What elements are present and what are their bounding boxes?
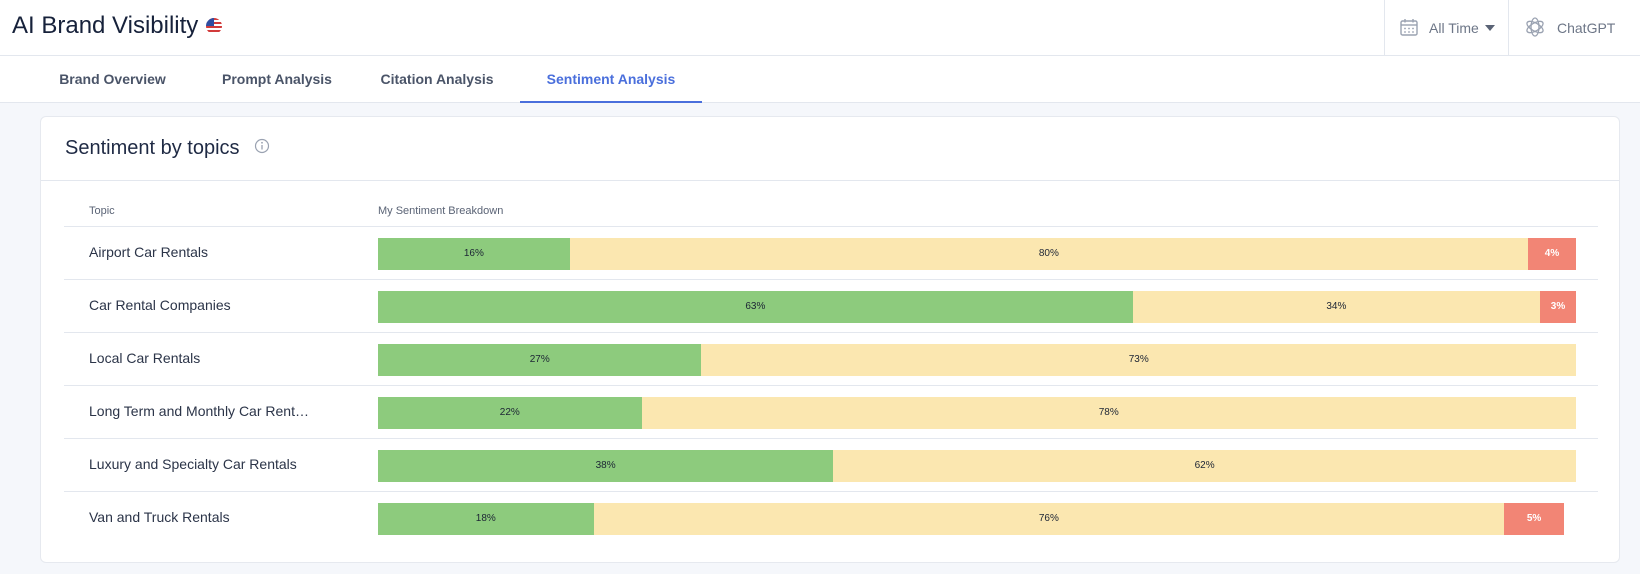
tab-bar: Brand Overview Prompt Analysis Citation … bbox=[0, 56, 1640, 103]
table-row[interactable]: Long Term and Monthly Car Rent… 22% 78% bbox=[64, 386, 1598, 439]
table-body: Airport Car Rentals 16% 80% 4% Car Rental Co… bbox=[64, 227, 1598, 545]
topic-label: Local Car Rentals bbox=[89, 350, 201, 366]
tab-citation-analysis[interactable]: Citation Analysis bbox=[380, 71, 494, 87]
us-flag-icon bbox=[206, 18, 223, 34]
sentiment-neutral-segment: 73% bbox=[701, 344, 1576, 376]
card-header: Sentiment by topics bbox=[41, 117, 1619, 181]
info-icon[interactable] bbox=[254, 138, 270, 159]
date-filter-dropdown[interactable]: All Time bbox=[1384, 0, 1508, 56]
card-title: Sentiment by topics bbox=[65, 137, 240, 159]
sentiment-positive-segment: 38% bbox=[378, 450, 834, 482]
app-title-text: AI Brand Visibility bbox=[12, 12, 199, 39]
table-row[interactable]: Van and Truck Rentals 18% 76% 5% bbox=[64, 492, 1598, 545]
topic-label: Car Rental Companies bbox=[89, 297, 231, 313]
top-bar: AI Brand Visibility All Time bbox=[0, 0, 1640, 56]
table-row[interactable]: Local Car Rentals 27% 73% bbox=[64, 333, 1598, 386]
sentiment-negative-segment: 3% bbox=[1540, 291, 1576, 323]
sentiment-positive-segment: 27% bbox=[378, 344, 702, 376]
tab-prompt-analysis[interactable]: Prompt Analysis bbox=[222, 71, 332, 87]
sentiment-neutral-segment: 76% bbox=[593, 503, 1505, 535]
table-row[interactable]: Car Rental Companies 63% 34% 3% bbox=[64, 280, 1598, 333]
topic-label: Luxury and Specialty Car Rentals bbox=[89, 456, 297, 472]
tab-brand-overview[interactable]: Brand Overview bbox=[59, 71, 166, 87]
calendar-icon bbox=[1399, 17, 1419, 40]
column-header-topic: Topic bbox=[89, 205, 115, 217]
sentiment-card: Sentiment by topics Topic My Sentiment B… bbox=[40, 116, 1620, 563]
table-header: Topic My Sentiment Breakdown bbox=[64, 197, 1598, 227]
ai-engine-label: ChatGPT bbox=[1557, 20, 1616, 36]
table-row[interactable]: Airport Car Rentals 16% 80% 4% bbox=[64, 227, 1598, 280]
sentiment-negative-segment: 5% bbox=[1504, 503, 1564, 535]
chevron-down-icon bbox=[1484, 25, 1495, 31]
sentiment-negative-segment: 4% bbox=[1528, 238, 1576, 270]
sentiment-positive-segment: 16% bbox=[378, 238, 570, 270]
app-title: AI Brand Visibility bbox=[12, 12, 223, 40]
sentiment-neutral-segment: 78% bbox=[641, 397, 1576, 429]
sentiment-bar: 27% 73% bbox=[378, 344, 1576, 376]
sentiment-positive-segment: 18% bbox=[378, 503, 594, 535]
sentiment-positive-segment: 63% bbox=[378, 291, 1133, 323]
topic-label: Long Term and Monthly Car Rent… bbox=[89, 403, 309, 419]
ai-engine-selector[interactable]: ChatGPT bbox=[1508, 0, 1640, 56]
chatgpt-logo-icon bbox=[1523, 15, 1547, 42]
sentiment-neutral-segment: 80% bbox=[569, 238, 1529, 270]
sentiment-bar: 18% 76% 5% bbox=[378, 503, 1576, 535]
sentiment-table: Topic My Sentiment Breakdown Airport Car… bbox=[64, 197, 1598, 545]
sentiment-neutral-segment: 62% bbox=[833, 450, 1576, 482]
sentiment-positive-segment: 22% bbox=[378, 397, 642, 429]
sentiment-bar: 63% 34% 3% bbox=[378, 291, 1576, 323]
date-filter-label: All Time bbox=[1429, 20, 1479, 36]
column-header-breakdown: My Sentiment Breakdown bbox=[378, 205, 504, 217]
sentiment-bar: 38% 62% bbox=[378, 450, 1576, 482]
sentiment-bar: 22% 78% bbox=[378, 397, 1576, 429]
table-row[interactable]: Luxury and Specialty Car Rentals 38% 62% bbox=[64, 439, 1598, 492]
tab-sentiment-analysis[interactable]: Sentiment Analysis bbox=[520, 56, 702, 103]
topic-label: Airport Car Rentals bbox=[89, 244, 209, 260]
sentiment-neutral-segment: 34% bbox=[1132, 291, 1541, 323]
sentiment-bar: 16% 80% 4% bbox=[378, 238, 1576, 270]
topic-label: Van and Truck Rentals bbox=[89, 509, 230, 525]
